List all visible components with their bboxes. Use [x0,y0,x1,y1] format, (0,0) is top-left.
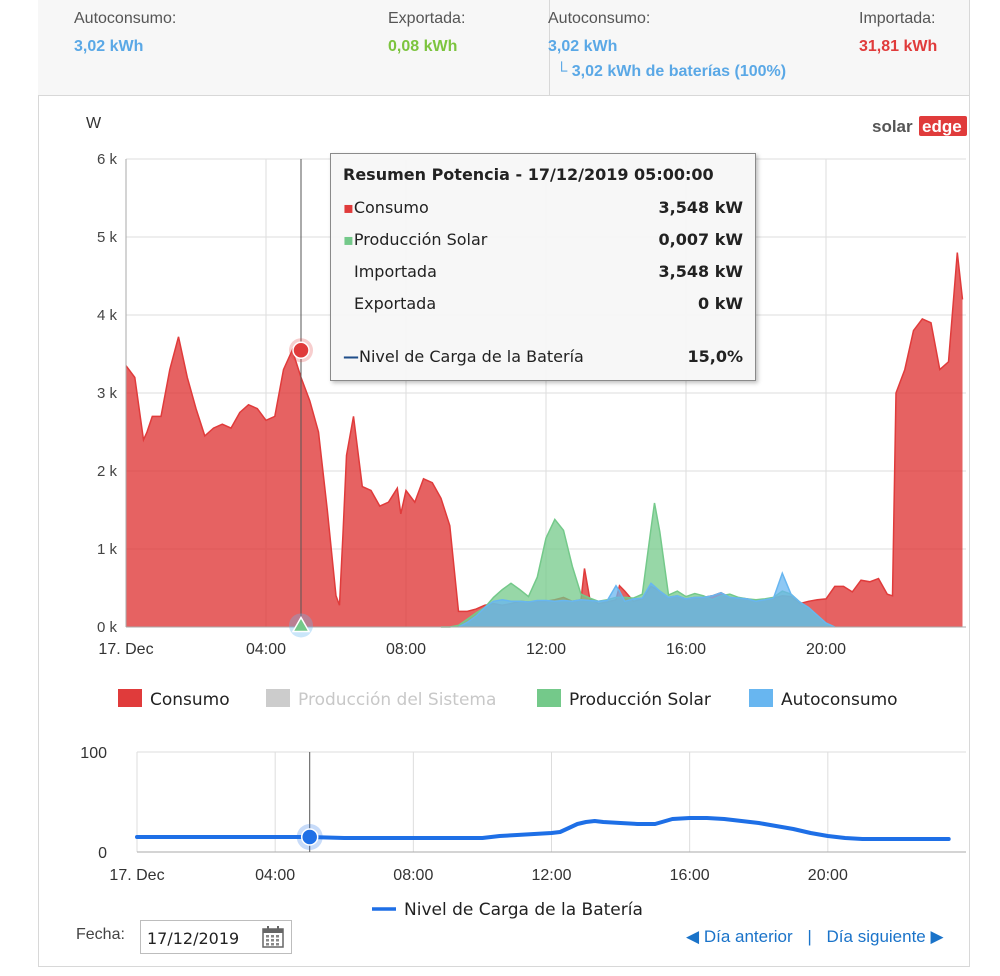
area-autoconsumo [458,573,835,627]
main-xtick-label: 08:00 [386,641,426,658]
energy-summary [38,0,969,96]
nav-separator: | [807,927,812,946]
date-input[interactable]: 17/12/2019 [140,920,292,954]
legend-swatch-produccion-del-sistema [266,689,290,707]
legend-label-bateria: Nivel de Carga de la Batería [404,900,643,920]
battery-xtick-label: 08:00 [393,867,433,884]
legend-swatch-produccion-solar [537,689,561,707]
main-ytick-label: 5 k [97,229,118,246]
caret-left-icon[interactable]: ◀ [686,927,700,946]
area-produccion-solar [441,503,835,627]
main-chart-areas [125,252,964,628]
power-tooltip: Resumen Potencia - 17/12/2019 05:00:00 ▪… [330,153,756,381]
battery-autoconsumo-value: └ 3,02 kWh de baterías (100%) [556,63,787,80]
tooltip-title: Resumen Potencia - 17/12/2019 05:00:00 [343,165,714,184]
importada-label: Importada: [859,10,936,27]
battery-chart-markers [296,752,323,852]
tooltip-row-produccion: ▪Producción Solar 0,007 kW [343,230,743,249]
line-nivel-de-carga-de-la-bateria [135,816,951,841]
legend-label-consumo: Consumo [150,690,230,710]
legend-label-produccion-del-sistema: Producción del Sistema [298,690,496,710]
battery-ytick-label: 100 [80,745,107,762]
importada-value: 31,81 kWh [859,38,938,55]
main-ytick-label: 0 k [97,619,118,636]
main-chart-legend: Consumo Producción del Sistema Producción … [118,689,898,710]
left-autoconsumo-value: 3,02 kWh [74,38,144,55]
battery-xtick-label: 16:00 [670,867,710,884]
next-day-link[interactable]: Día siguiente ▶ [826,927,944,946]
legend-swatch-autoconsumo [749,689,773,707]
line-produccion-solar [441,502,836,628]
consumo-marker [292,341,310,360]
exportada-label: Exportada: [388,10,466,27]
main-xtick-label: 04:00 [246,641,286,658]
main-ytick-label: 6 k [97,151,118,168]
battery-chart-legend: Nivel de Carga de la Batería [372,900,643,920]
battery-ytick-label: 0 [98,845,107,862]
area-consumo [126,252,963,627]
caret-right-icon[interactable]: ▶ [930,927,944,946]
main-ytick-label: 1 k [97,541,118,558]
battery-marker [300,828,319,846]
right-autoconsumo-value: 3,02 kWh [548,38,618,55]
logo-edge-box [919,116,967,136]
main-ytick-label: 3 k [97,385,118,402]
tooltip-row-bateria: —Nivel de Carga de la Batería 15,0% [343,347,743,366]
main-xtick-label: 17. Dec [98,641,153,658]
main-xtick-label: 20:00 [806,641,846,658]
main-xtick-label: 12:00 [526,641,566,658]
battery-chart-grid: 0 100 17. Dec 04:00 08:00 12:00 16:00 20:00 [80,745,966,884]
legend-swatch-consumo [118,689,142,707]
fecha-label: Fecha: [76,926,125,943]
legend-label-autoconsumo: Autoconsumo [781,690,898,710]
line-autoconsumo [458,571,836,628]
left-autoconsumo-label: Autoconsumo: [74,10,177,27]
prev-day-link[interactable]: ◀ Día anterior [686,927,793,946]
main-chart-markers [289,159,313,638]
main-y-axis-label: W [86,115,102,132]
day-navigation: ◀ Día anterior | Día siguiente ▶ [686,927,944,947]
right-autoconsumo-label: Autoconsumo: [548,10,651,27]
main-xtick-label: 16:00 [666,641,706,658]
battery-xtick-label: 04:00 [255,867,295,884]
date-value[interactable]: 17/12/2019 [147,929,240,948]
tooltip-row-importada: Importada 3,548 kW [354,262,743,281]
legend-label-produccion-solar: Producción Solar [569,690,711,710]
battery-xtick-label: 12:00 [531,867,571,884]
main-ytick-label: 4 k [97,307,118,324]
logo-solar-text: solar [872,117,913,136]
solar-marker [291,615,311,633]
summary-divider [549,0,550,95]
calendar-icon[interactable] [261,925,285,949]
main-chart-axes [125,159,966,628]
tooltip-row-exportada: Exportada 0 kW [354,294,743,313]
chart-panel [38,0,970,967]
main-ytick-label: 2 k [97,463,118,480]
logo-edge-text: edge [922,117,962,136]
battery-xtick-label: 20:00 [808,867,848,884]
solaredge-logo: solar edge [872,116,967,136]
exportada-value: 0,08 kWh [388,38,458,55]
tooltip-row-consumo: ▪Consumo 3,548 kW [343,198,743,217]
battery-xtick-label: 17. Dec [109,867,164,884]
battery-chart-lines [135,816,951,841]
